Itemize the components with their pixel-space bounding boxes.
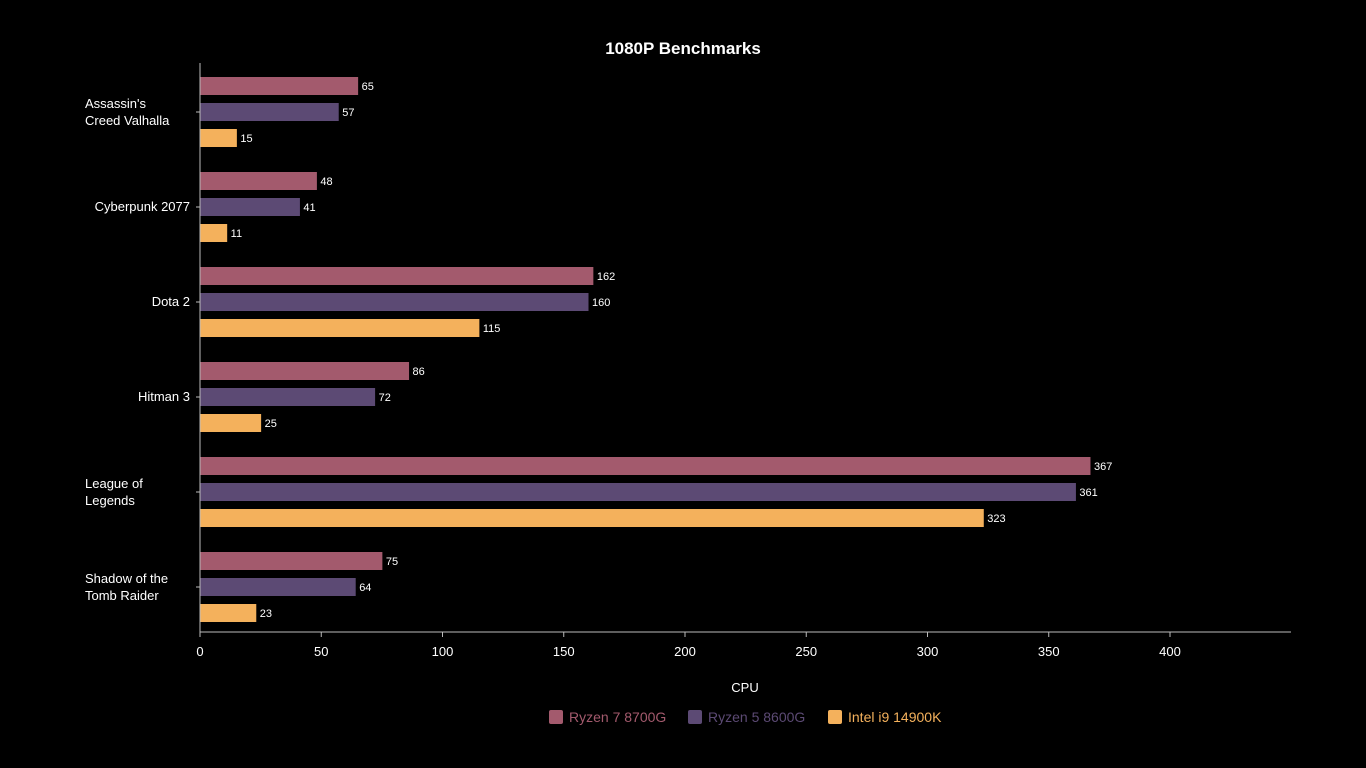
legend-label: Ryzen 5 8600G <box>708 709 805 725</box>
legend-label: Intel i9 14900K <box>848 709 942 725</box>
data-label: 15 <box>240 133 252 145</box>
x-tick-label: 150 <box>553 644 575 659</box>
bar <box>200 483 1076 501</box>
bar <box>200 293 589 311</box>
x-tick-label: 100 <box>432 644 454 659</box>
data-label: 86 <box>413 366 425 378</box>
data-label: 72 <box>379 392 391 404</box>
bar <box>200 319 480 337</box>
data-label: 11 <box>231 228 242 240</box>
legend-swatch <box>688 710 702 724</box>
x-tick-label: 200 <box>674 644 696 659</box>
data-label: 65 <box>362 81 374 93</box>
data-label: 115 <box>483 323 501 335</box>
data-label: 160 <box>592 297 610 309</box>
data-label: 64 <box>359 582 371 594</box>
bar <box>200 129 237 147</box>
legend-label: Ryzen 7 8700G <box>569 709 666 725</box>
data-label: 367 <box>1094 461 1112 473</box>
category-label: Assassin's Creed Valhalla <box>85 96 170 128</box>
x-tick-label: 50 <box>314 644 328 659</box>
data-label: 41 <box>303 202 315 214</box>
bar <box>200 604 257 622</box>
bar <box>200 224 228 242</box>
chart-title: 1080P Benchmarks <box>605 39 761 58</box>
data-label: 162 <box>597 271 615 283</box>
bar <box>200 578 356 596</box>
data-label: 361 <box>1079 487 1097 499</box>
category-label: Dota 2 <box>152 294 190 309</box>
legend: Ryzen 7 8700G Ryzen 5 8600G Intel i9 14900… <box>549 709 942 725</box>
category-label: Cyberpunk 2077 <box>95 199 190 214</box>
bar <box>200 198 300 216</box>
x-tick-label: 400 <box>1159 644 1181 659</box>
bar <box>200 509 984 527</box>
x-tick-label: 350 <box>1038 644 1060 659</box>
bar <box>200 77 359 95</box>
bar <box>200 362 410 380</box>
data-label: 25 <box>265 418 277 430</box>
x-tick-label: 0 <box>196 644 203 659</box>
data-label: 323 <box>987 513 1005 525</box>
data-label: 57 <box>342 107 354 119</box>
x-tick-label: 300 <box>917 644 939 659</box>
bar <box>200 172 317 190</box>
bar <box>200 103 339 121</box>
category-label: Shadow of the Tomb Raider <box>85 571 168 603</box>
legend-swatch <box>549 710 563 724</box>
bar <box>200 267 594 285</box>
bar <box>200 457 1091 475</box>
bar <box>200 414 262 432</box>
data-label: 23 <box>260 608 272 620</box>
category-label: Hitman 3 <box>138 389 190 404</box>
data-label: 48 <box>320 176 332 188</box>
x-axis-title: CPU <box>731 680 758 695</box>
data-label: 75 <box>386 556 398 568</box>
category-label: League of Legends <box>85 476 143 508</box>
bar <box>200 552 383 570</box>
legend-swatch <box>828 710 842 724</box>
bar <box>200 388 376 406</box>
x-tick-label: 250 <box>795 644 817 659</box>
